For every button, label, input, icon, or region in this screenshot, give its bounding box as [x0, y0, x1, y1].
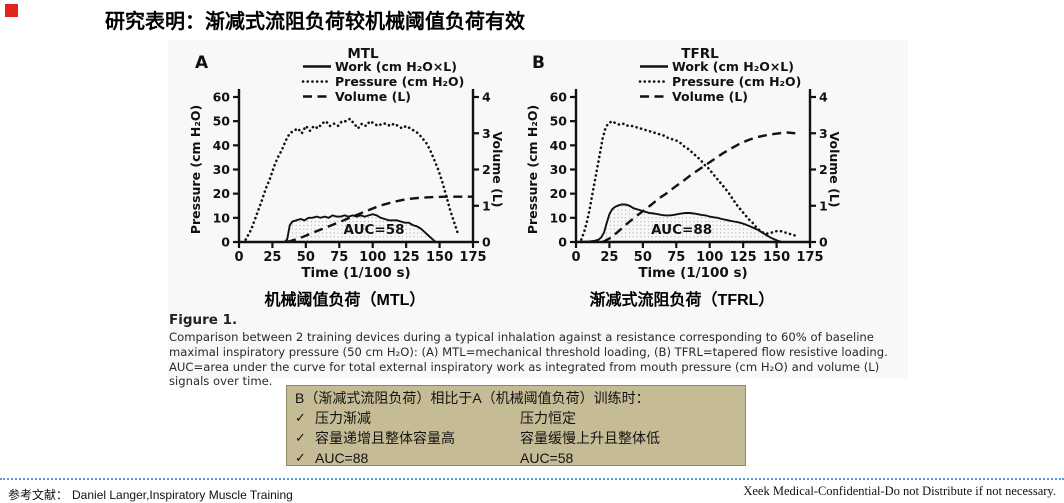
- y-left-tick-label: 0: [558, 235, 567, 250]
- legend-label: Pressure (cm H₂O): [672, 74, 801, 89]
- page-title: 研究表明：渐减式流阻负荷较机械阈值负荷有效: [105, 11, 525, 33]
- y-left-tick-label: 30: [213, 162, 231, 177]
- comparison-left-item: AUC=88: [315, 450, 369, 466]
- check-icon: ✓: [295, 410, 306, 425]
- series-solid: [239, 213, 437, 243]
- figure-caption-body: Comparison between 2 training devices du…: [169, 330, 888, 389]
- y-left-tick-label: 20: [213, 186, 231, 201]
- chart-title: TFRL: [681, 46, 719, 62]
- chart-mtl: 0 10 20 30 40 50 60 0 1 2 3 4 0 25 50 75 100 125 150 175 Pre…: [185, 42, 505, 282]
- y-left-tick-label: 40: [213, 138, 231, 153]
- y-right-tick-label: 0: [482, 235, 491, 250]
- comparison-left-item: 压力渐减: [315, 410, 371, 426]
- reference-text: Daniel Langer,Inspiratory Muscle Trainin…: [72, 488, 293, 502]
- x-tick-label: 75: [667, 250, 685, 265]
- y-right-axis-title: Volume (L): [827, 131, 842, 207]
- comparison-row: ✓ 容量递增且整体容量高 容量缓慢上升且整体低: [295, 428, 737, 448]
- y-left-tick-label: 10: [550, 210, 568, 225]
- chart-tfrl: 0 10 20 30 40 50 60 0 1 2 3 4 0 25 50 75 100 125 150 175 Pre…: [522, 42, 842, 282]
- comparison-row: ✓ AUC=88 AUC=58: [295, 448, 737, 468]
- chart-title: MTL: [347, 46, 379, 62]
- legend-label: Work (cm H₂O×L): [335, 59, 457, 74]
- y-right-tick-label: 1: [819, 198, 828, 213]
- y-right-tick-label: 4: [819, 90, 828, 105]
- y-left-tick-label: 50: [213, 114, 231, 129]
- x-tick-label: 150: [763, 250, 790, 265]
- chart-tfrl-caption: 渐减式流阻负荷（TFRL）: [589, 292, 775, 309]
- series-dashed: [286, 195, 473, 244]
- x-tick-label: 75: [330, 250, 348, 265]
- x-tick-label: 0: [571, 250, 580, 265]
- y-left-tick-label: 50: [550, 114, 568, 129]
- comparison-right-item: 压力恒定: [520, 410, 576, 426]
- check-icon: ✓: [295, 450, 306, 465]
- series-dotted: [579, 119, 798, 241]
- y-left-tick-label: 40: [550, 138, 568, 153]
- auc-label: AUC=58: [344, 222, 405, 238]
- y-left-axis-title: Pressure (cm H₂O): [188, 105, 203, 234]
- figure-caption-title: Figure 1.: [169, 312, 238, 328]
- series-dotted: [244, 117, 460, 241]
- series-dashed: [602, 131, 796, 244]
- y-right-tick-label: 0: [819, 235, 828, 250]
- check-icon: ✓: [295, 430, 306, 445]
- series-solid: [575, 203, 783, 243]
- x-tick-label: 100: [359, 250, 386, 265]
- x-tick-label: 25: [263, 250, 281, 265]
- comparison-box-heading: B（渐减式流阻负荷）相比于A（机械阈值负荷）训练时：: [295, 390, 650, 406]
- y-right-tick-label: 3: [819, 126, 828, 141]
- x-tick-label: 25: [600, 250, 618, 265]
- legend-label: Work (cm H₂O×L): [672, 59, 794, 74]
- reference-label: 参考文献：: [8, 488, 69, 502]
- y-left-tick-label: 30: [550, 162, 568, 177]
- x-tick-label: 50: [297, 250, 315, 265]
- y-right-tick-label: 2: [482, 162, 491, 177]
- panel-letter: B: [532, 53, 545, 73]
- x-tick-label: 175: [796, 250, 823, 265]
- comparison-left-item: 容量递增且整体容量高: [315, 430, 455, 446]
- y-left-tick-label: 10: [213, 210, 231, 225]
- reference-line: 参考文献： Daniel Langer,Inspiratory Muscle Tr…: [8, 486, 293, 503]
- y-right-tick-label: 4: [482, 90, 491, 105]
- y-right-axis-title: Volume (L): [490, 131, 505, 207]
- figure-caption: Figure 1. Comparison between 2 training …: [169, 312, 906, 389]
- x-tick-label: 125: [730, 250, 757, 265]
- legend-label: Volume (L): [672, 89, 748, 104]
- y-right-tick-label: 3: [482, 126, 491, 141]
- panel-letter: A: [195, 53, 209, 73]
- confidential-note: Xeek Medical-Confidential-Do not Distrib…: [743, 484, 1056, 498]
- x-tick-label: 150: [426, 250, 453, 265]
- auc-label: AUC=88: [651, 222, 712, 238]
- dotted-separator: [0, 478, 1064, 480]
- x-axis-title: Time (1/100 s): [301, 265, 410, 281]
- y-left-tick-label: 60: [550, 90, 568, 105]
- comparison-row: ✓ 压力渐减 压力恒定: [295, 408, 737, 428]
- y-left-tick-label: 20: [550, 186, 568, 201]
- x-tick-label: 0: [234, 250, 243, 265]
- y-left-axis-title: Pressure (cm H₂O): [525, 105, 540, 234]
- comparison-box: B（渐减式流阻负荷）相比于A（机械阈值负荷）训练时： ✓ 压力渐减 压力恒定 ✓…: [286, 385, 746, 466]
- y-right-tick-label: 1: [482, 198, 491, 213]
- x-tick-label: 100: [696, 250, 723, 265]
- chart-mtl-caption: 机械阈值负荷（MTL）: [264, 292, 426, 309]
- x-tick-label: 125: [393, 250, 420, 265]
- comparison-right-item: AUC=58: [520, 450, 574, 466]
- y-right-tick-label: 2: [819, 162, 828, 177]
- work-area-fill: [576, 204, 782, 242]
- x-tick-label: 175: [459, 250, 486, 265]
- x-tick-label: 50: [634, 250, 652, 265]
- y-left-tick-label: 0: [221, 235, 230, 250]
- legend-label: Volume (L): [335, 89, 411, 104]
- comparison-right-item: 容量缓慢上升且整体低: [520, 430, 660, 446]
- work-area-fill: [239, 214, 436, 242]
- red-square-marker: [5, 4, 18, 17]
- legend-label: Pressure (cm H₂O): [335, 74, 464, 89]
- y-left-tick-label: 60: [213, 90, 231, 105]
- x-axis-title: Time (1/100 s): [638, 265, 747, 281]
- figure-panel: 0 10 20 30 40 50 60 0 1 2 3 4 0 25 50 75 100 125 150 175 Pre…: [168, 40, 908, 388]
